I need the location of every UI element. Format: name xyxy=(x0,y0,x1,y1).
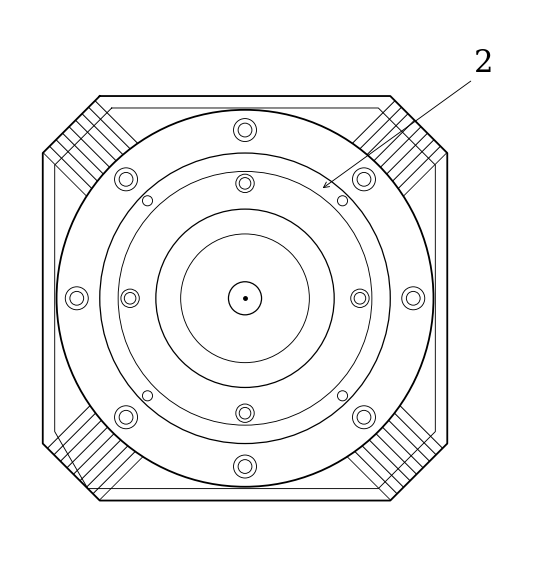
Circle shape xyxy=(100,153,390,444)
Circle shape xyxy=(70,291,84,305)
Circle shape xyxy=(124,292,136,304)
Circle shape xyxy=(57,110,434,486)
Circle shape xyxy=(406,291,420,305)
Circle shape xyxy=(357,172,371,186)
Circle shape xyxy=(338,196,347,206)
Circle shape xyxy=(156,209,334,387)
Circle shape xyxy=(115,168,138,191)
Circle shape xyxy=(234,118,257,142)
Circle shape xyxy=(239,407,251,419)
Circle shape xyxy=(65,287,88,310)
Circle shape xyxy=(351,289,369,307)
Circle shape xyxy=(239,178,251,189)
Circle shape xyxy=(338,391,347,401)
Circle shape xyxy=(354,292,366,304)
Circle shape xyxy=(236,174,254,192)
Circle shape xyxy=(238,460,252,473)
Polygon shape xyxy=(43,96,447,501)
Circle shape xyxy=(402,287,425,310)
Circle shape xyxy=(238,123,252,137)
Circle shape xyxy=(228,282,262,315)
Circle shape xyxy=(234,455,257,478)
Circle shape xyxy=(236,404,254,422)
Circle shape xyxy=(119,410,133,424)
Circle shape xyxy=(357,410,371,424)
Circle shape xyxy=(353,406,376,429)
Circle shape xyxy=(119,172,133,186)
Circle shape xyxy=(143,391,153,401)
Circle shape xyxy=(115,406,138,429)
Text: 2: 2 xyxy=(474,48,494,79)
Circle shape xyxy=(353,168,376,191)
Polygon shape xyxy=(43,96,447,501)
Circle shape xyxy=(121,289,139,307)
Circle shape xyxy=(143,196,153,206)
